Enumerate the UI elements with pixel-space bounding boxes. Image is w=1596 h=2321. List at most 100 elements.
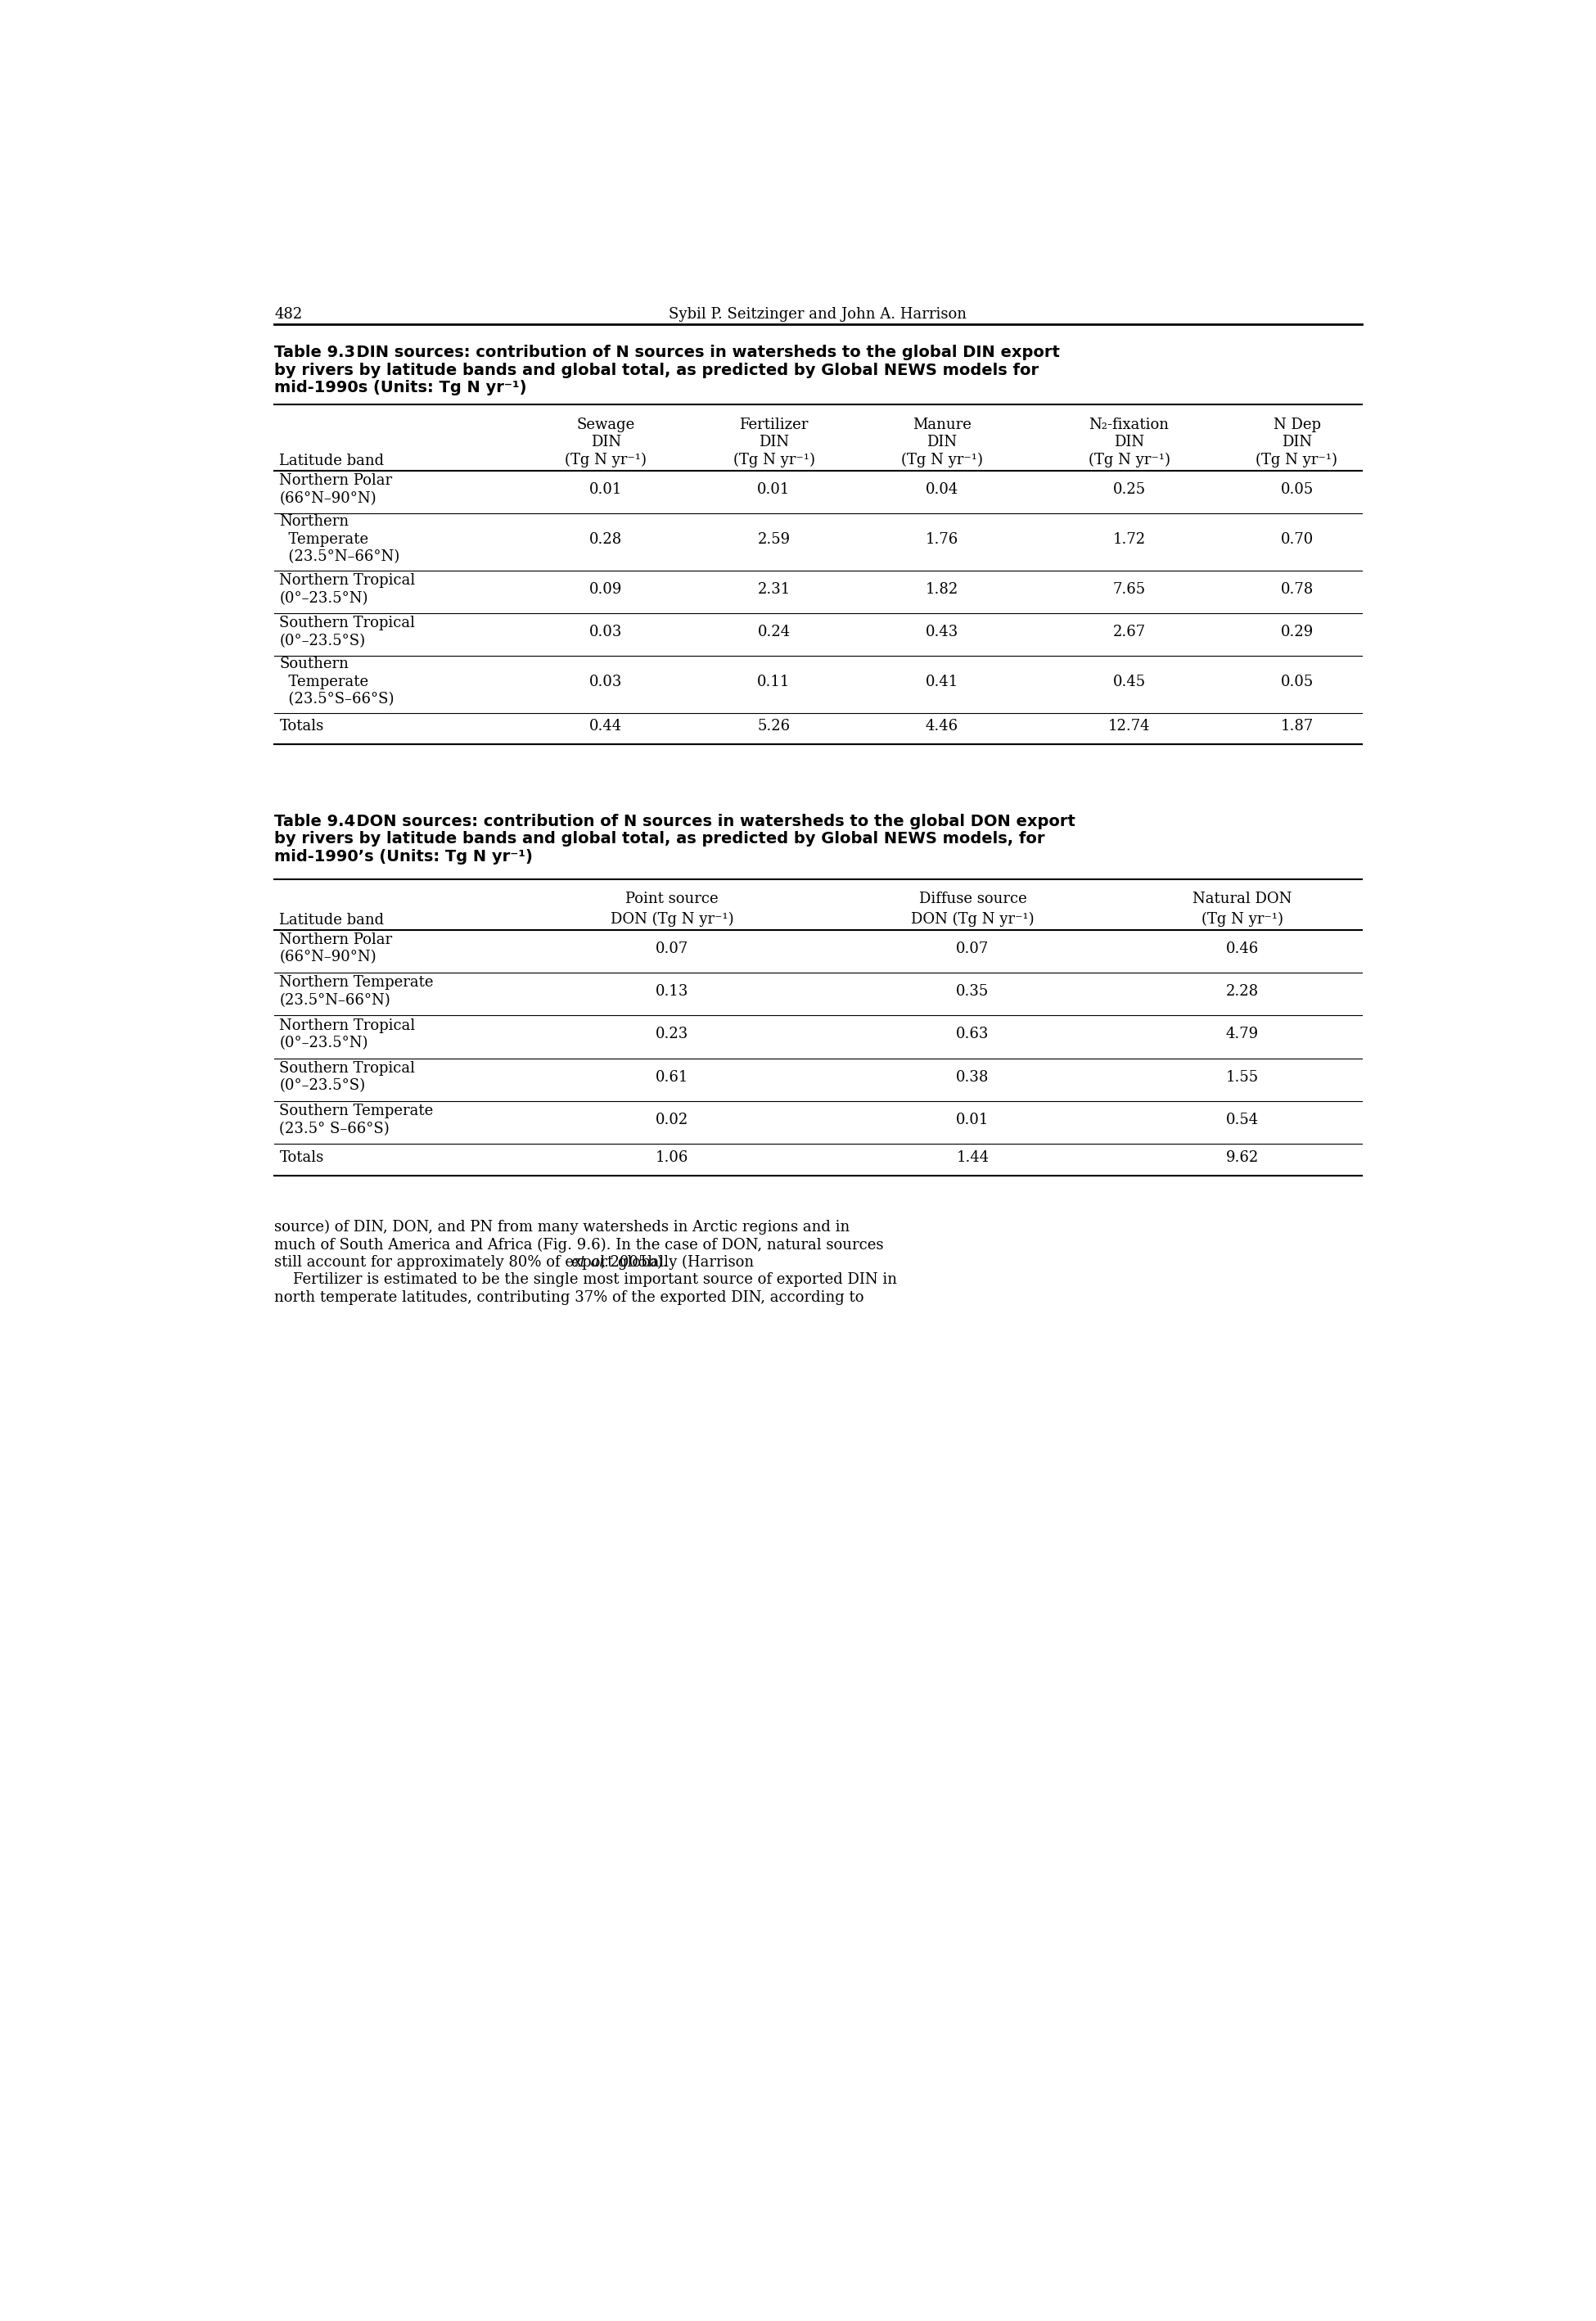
- Text: (0°–23.5°N): (0°–23.5°N): [279, 592, 369, 606]
- Text: Diffuse source: Diffuse source: [919, 891, 1026, 908]
- Text: (0°–23.5°N): (0°–23.5°N): [279, 1035, 369, 1051]
- Text: Temperate: Temperate: [279, 532, 369, 548]
- Text: (66°N–90°N): (66°N–90°N): [279, 949, 377, 966]
- Text: 0.01: 0.01: [956, 1112, 990, 1128]
- Text: (Tg N yr⁻¹): (Tg N yr⁻¹): [1088, 453, 1170, 467]
- Text: Fertilizer: Fertilizer: [739, 418, 809, 432]
- Text: DIN sources: contribution of N sources in watersheds to the global DIN export: DIN sources: contribution of N sources i…: [345, 346, 1060, 360]
- Text: 9.62: 9.62: [1226, 1149, 1259, 1165]
- Text: Point source: Point source: [626, 891, 718, 908]
- Text: 0.46: 0.46: [1226, 942, 1259, 956]
- Text: DIN: DIN: [927, 434, 958, 450]
- Text: Sewage: Sewage: [576, 418, 635, 432]
- Text: 12.74: 12.74: [1108, 720, 1151, 733]
- Text: 0.01: 0.01: [758, 483, 790, 497]
- Text: 0.78: 0.78: [1280, 583, 1314, 596]
- Text: (23.5°S–66°S): (23.5°S–66°S): [279, 692, 394, 708]
- Text: (23.5°N–66°N): (23.5°N–66°N): [279, 550, 401, 564]
- Text: 482: 482: [275, 306, 302, 323]
- Text: Latitude band: Latitude band: [279, 912, 385, 926]
- Text: DON (Tg N yr⁻¹): DON (Tg N yr⁻¹): [911, 912, 1034, 926]
- Text: Northern Temperate: Northern Temperate: [279, 975, 434, 991]
- Text: 1.55: 1.55: [1226, 1070, 1259, 1084]
- Text: 4.46: 4.46: [926, 720, 958, 733]
- Text: 0.23: 0.23: [656, 1026, 688, 1042]
- Text: 0.07: 0.07: [956, 942, 990, 956]
- Text: (Tg N yr⁻¹): (Tg N yr⁻¹): [1256, 453, 1337, 467]
- Text: (23.5° S–66°S): (23.5° S–66°S): [279, 1121, 389, 1137]
- Text: DIN: DIN: [758, 434, 788, 450]
- Text: DIN: DIN: [1114, 434, 1144, 450]
- Text: (Tg N yr⁻¹): (Tg N yr⁻¹): [1202, 912, 1283, 926]
- Text: 0.54: 0.54: [1226, 1112, 1259, 1128]
- Text: DIN: DIN: [591, 434, 621, 450]
- Text: mid-1990s (Units: Tg N yr⁻¹): mid-1990s (Units: Tg N yr⁻¹): [275, 381, 527, 395]
- Text: 0.28: 0.28: [589, 532, 622, 548]
- Text: 5.26: 5.26: [758, 720, 790, 733]
- Text: Southern Tropical: Southern Tropical: [279, 615, 415, 631]
- Text: Fertilizer is estimated to be the single most important source of exported DIN i: Fertilizer is estimated to be the single…: [275, 1272, 897, 1288]
- Text: , 2005b).: , 2005b).: [602, 1256, 667, 1270]
- Text: (0°–23.5°S): (0°–23.5°S): [279, 634, 365, 648]
- Text: (Tg N yr⁻¹): (Tg N yr⁻¹): [902, 453, 983, 467]
- Text: 1.82: 1.82: [926, 583, 959, 596]
- Text: 0.29: 0.29: [1280, 624, 1314, 641]
- Text: 0.63: 0.63: [956, 1026, 990, 1042]
- Text: 0.11: 0.11: [758, 675, 790, 689]
- Text: 0.38: 0.38: [956, 1070, 990, 1084]
- Text: 1.87: 1.87: [1280, 720, 1314, 733]
- Text: 0.01: 0.01: [589, 483, 622, 497]
- Text: Table 9.4: Table 9.4: [275, 815, 356, 829]
- Text: DON (Tg N yr⁻¹): DON (Tg N yr⁻¹): [610, 912, 734, 926]
- Text: N₂-fixation: N₂-fixation: [1088, 418, 1170, 432]
- Text: Sybil P. Seitzinger and John A. Harrison: Sybil P. Seitzinger and John A. Harrison: [669, 306, 967, 323]
- Text: Southern: Southern: [279, 657, 350, 671]
- Text: 0.07: 0.07: [656, 942, 688, 956]
- Text: (0°–23.5°S): (0°–23.5°S): [279, 1079, 365, 1093]
- Text: 0.41: 0.41: [926, 675, 959, 689]
- Text: 0.25: 0.25: [1112, 483, 1146, 497]
- Text: still account for approximately 80% of export globally (Harrison: still account for approximately 80% of e…: [275, 1256, 758, 1270]
- Text: Northern: Northern: [279, 515, 350, 529]
- Text: Latitude band: Latitude band: [279, 453, 385, 469]
- Text: Northern Polar: Northern Polar: [279, 933, 393, 947]
- Text: 0.43: 0.43: [926, 624, 959, 641]
- Text: Manure: Manure: [913, 418, 972, 432]
- Text: DIN: DIN: [1282, 434, 1312, 450]
- Text: 0.09: 0.09: [589, 583, 622, 596]
- Text: (23.5°N–66°N): (23.5°N–66°N): [279, 993, 391, 1007]
- Text: by rivers by latitude bands and global total, as predicted by Global NEWS models: by rivers by latitude bands and global t…: [275, 831, 1045, 847]
- Text: source) of DIN, DON, and PN from many watersheds in Arctic regions and in: source) of DIN, DON, and PN from many wa…: [275, 1221, 851, 1235]
- Text: Totals: Totals: [279, 720, 324, 733]
- Text: 0.24: 0.24: [758, 624, 790, 641]
- Text: Northern Tropical: Northern Tropical: [279, 1019, 415, 1033]
- Text: Temperate: Temperate: [279, 675, 369, 689]
- Text: 0.35: 0.35: [956, 984, 990, 998]
- Text: 0.44: 0.44: [589, 720, 622, 733]
- Text: Southern Temperate: Southern Temperate: [279, 1105, 434, 1119]
- Text: 7.65: 7.65: [1112, 583, 1146, 596]
- Text: Table 9.3: Table 9.3: [275, 346, 356, 360]
- Text: by rivers by latitude bands and global total, as predicted by Global NEWS models: by rivers by latitude bands and global t…: [275, 362, 1039, 378]
- Text: et al.: et al.: [571, 1256, 608, 1270]
- Text: 0.03: 0.03: [589, 675, 622, 689]
- Text: 0.45: 0.45: [1112, 675, 1146, 689]
- Text: 0.61: 0.61: [656, 1070, 688, 1084]
- Text: 0.03: 0.03: [589, 624, 622, 641]
- Text: 1.44: 1.44: [956, 1149, 990, 1165]
- Text: Northern Polar: Northern Polar: [279, 473, 393, 487]
- Text: 1.06: 1.06: [656, 1149, 688, 1165]
- Text: north temperate latitudes, contributing 37% of the exported DIN, according to: north temperate latitudes, contributing …: [275, 1290, 863, 1304]
- Text: 1.76: 1.76: [926, 532, 959, 548]
- Text: DON sources: contribution of N sources in watersheds to the global DON export: DON sources: contribution of N sources i…: [345, 815, 1076, 829]
- Text: Southern Tropical: Southern Tropical: [279, 1061, 415, 1075]
- Text: 2.31: 2.31: [758, 583, 790, 596]
- Text: Northern Tropical: Northern Tropical: [279, 573, 415, 587]
- Text: 0.04: 0.04: [926, 483, 959, 497]
- Text: much of South America and Africa (Fig. 9.6). In the case of DON, natural sources: much of South America and Africa (Fig. 9…: [275, 1237, 884, 1253]
- Text: (Tg N yr⁻¹): (Tg N yr⁻¹): [733, 453, 816, 467]
- Text: 0.05: 0.05: [1280, 675, 1314, 689]
- Text: 0.02: 0.02: [656, 1112, 688, 1128]
- Text: mid-1990’s (Units: Tg N yr⁻¹): mid-1990’s (Units: Tg N yr⁻¹): [275, 849, 533, 866]
- Text: 0.05: 0.05: [1280, 483, 1314, 497]
